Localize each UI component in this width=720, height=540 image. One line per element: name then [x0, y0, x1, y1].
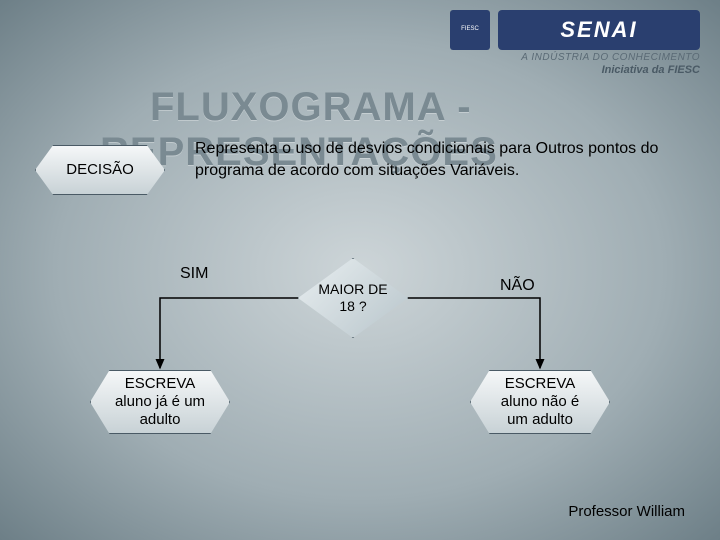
- footer-author: Professor William: [568, 503, 685, 520]
- tagline-initiative: Iniciativa da FIESC: [450, 64, 700, 76]
- tagline-industry: A INDÚSTRIA DO CONHECIMENTO: [450, 52, 700, 63]
- senai-logo: SENAI: [498, 10, 700, 50]
- label-nao: NÃO: [500, 277, 535, 295]
- label-sim: SIM: [180, 265, 208, 283]
- hex-right-output: ESCREVA aluno não é um adulto: [470, 370, 610, 434]
- logo-area: FIESC SENAI A INDÚSTRIA DO CONHECIMENTO …: [450, 10, 700, 76]
- title-line1: FLUXOGRAMA -: [150, 85, 472, 130]
- fiesc-badge: FIESC: [450, 10, 490, 50]
- logo-row: FIESC SENAI: [450, 10, 700, 50]
- decision-diamond: MAIOR DE 18 ?: [298, 258, 408, 338]
- hex-left-output: ESCREVA aluno já é um adulto: [90, 370, 230, 434]
- hex-decisao: DECISÃO: [35, 145, 165, 195]
- description-text: Representa o uso de desvios condicionais…: [195, 138, 675, 181]
